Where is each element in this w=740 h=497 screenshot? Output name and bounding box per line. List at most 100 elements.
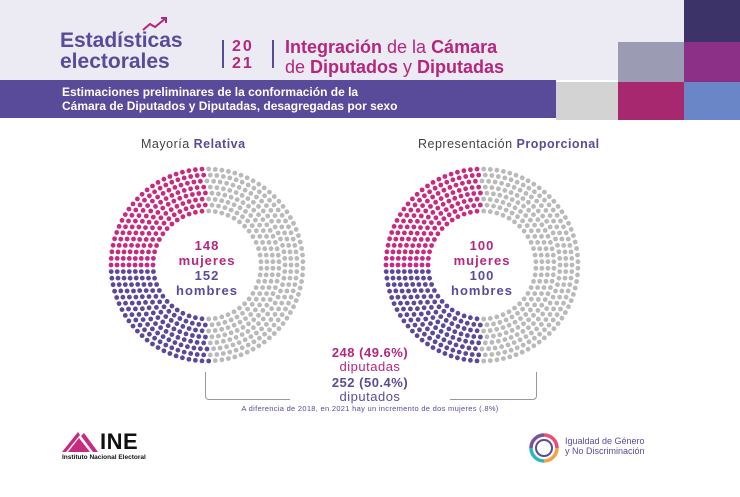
unfilled-dot xyxy=(501,169,506,174)
unfilled-dot xyxy=(226,356,231,361)
unfilled-dot xyxy=(546,322,552,328)
men-dot xyxy=(444,303,450,309)
unfilled-dot xyxy=(532,291,538,296)
women-dot xyxy=(395,230,401,236)
women-dot xyxy=(408,249,414,255)
unfilled-dot xyxy=(539,234,544,239)
unfilled-dot xyxy=(559,209,565,215)
unfilled-dot xyxy=(233,190,239,195)
men-dot xyxy=(414,333,420,339)
unfilled-dot xyxy=(494,357,500,363)
women-dot xyxy=(108,256,114,261)
unfilled-dot xyxy=(539,322,544,327)
unfilled-dot xyxy=(545,265,551,271)
unfilled-dot xyxy=(251,325,256,331)
unfilled-dot xyxy=(502,349,508,355)
igualdad-ring-icon xyxy=(529,433,559,463)
unfilled-dot xyxy=(575,259,581,265)
women-dot xyxy=(146,249,151,255)
unfilled-dot xyxy=(236,340,242,345)
unfilled-dot xyxy=(211,178,216,184)
women-dot xyxy=(468,197,473,203)
unfilled-dot xyxy=(239,345,245,351)
unfilled-dot xyxy=(554,224,560,230)
women-dot xyxy=(399,236,405,242)
women-dot xyxy=(456,188,462,193)
unfilled-dot xyxy=(256,312,261,318)
unfilled-dot xyxy=(264,265,270,271)
men-dot xyxy=(155,315,161,320)
men-dot xyxy=(150,341,155,347)
women-dot xyxy=(406,236,411,242)
men-dot xyxy=(188,351,194,356)
women-dot xyxy=(417,197,422,203)
men-dot xyxy=(201,340,207,346)
unfilled-dot xyxy=(531,246,536,251)
women-dot xyxy=(180,201,186,206)
women-dot xyxy=(153,231,159,236)
men-dot xyxy=(116,282,122,287)
men-dot xyxy=(186,356,192,362)
men-dot xyxy=(154,282,159,287)
unfilled-dot xyxy=(279,224,285,230)
unfilled-dot xyxy=(557,269,563,274)
unfilled-dot xyxy=(245,342,251,348)
women-dot xyxy=(401,262,407,268)
men-dot xyxy=(177,316,183,321)
unfilled-dot xyxy=(532,272,538,278)
unfilled-dot xyxy=(543,246,549,252)
unfilled-dot xyxy=(562,275,568,281)
unfilled-dot xyxy=(550,252,556,258)
unfilled-dot xyxy=(525,291,531,296)
men-dot xyxy=(447,340,453,345)
unfilled-dot xyxy=(293,227,299,232)
men-dot xyxy=(387,288,392,294)
unfilled-dot xyxy=(482,184,488,190)
unfilled-dot xyxy=(518,316,523,321)
unfilled-dot xyxy=(535,217,541,222)
women-dot xyxy=(143,225,148,230)
unfilled-dot xyxy=(256,279,261,284)
unfilled-dot xyxy=(542,228,548,233)
unfilled-dot xyxy=(227,349,233,355)
unfilled-dot xyxy=(566,304,571,310)
unfilled-dot xyxy=(535,208,541,214)
men-dot xyxy=(425,299,430,305)
color-block xyxy=(556,82,618,120)
women-dot xyxy=(435,231,441,237)
unfilled-dot xyxy=(484,190,490,196)
unfilled-dot xyxy=(246,228,252,234)
unfilled-dot xyxy=(572,285,578,291)
women-dot xyxy=(180,214,186,220)
unfilled-dot xyxy=(272,213,278,218)
women-dot xyxy=(175,190,181,195)
unfilled-dot xyxy=(231,215,237,221)
unfilled-dot xyxy=(206,328,211,334)
unfilled-dot xyxy=(524,302,530,307)
women-dot xyxy=(175,177,181,183)
women-dot xyxy=(144,187,150,193)
women-dot xyxy=(402,249,408,255)
women-dot xyxy=(132,262,138,268)
unfilled-dot xyxy=(532,335,537,341)
men-dot xyxy=(419,337,425,343)
unfilled-dot xyxy=(206,166,212,172)
women-dot xyxy=(160,205,166,211)
women-dot xyxy=(181,188,187,193)
women-dot xyxy=(163,211,169,216)
men-dot xyxy=(165,323,171,329)
unfilled-dot xyxy=(575,265,581,271)
men-dot xyxy=(443,318,449,323)
men-dot xyxy=(430,330,435,336)
waffle-donut-chart-proporcional xyxy=(383,166,581,364)
men-dot xyxy=(110,282,116,288)
men-dot xyxy=(141,282,147,287)
women-total: 248 (49.6%) xyxy=(331,345,409,360)
unfilled-dot xyxy=(520,329,526,334)
men-dot xyxy=(152,275,157,281)
women-dot xyxy=(419,262,425,268)
women-dot xyxy=(433,215,439,221)
unfilled-dot xyxy=(484,322,490,328)
women-dot xyxy=(418,225,423,230)
women-dot xyxy=(139,249,145,255)
